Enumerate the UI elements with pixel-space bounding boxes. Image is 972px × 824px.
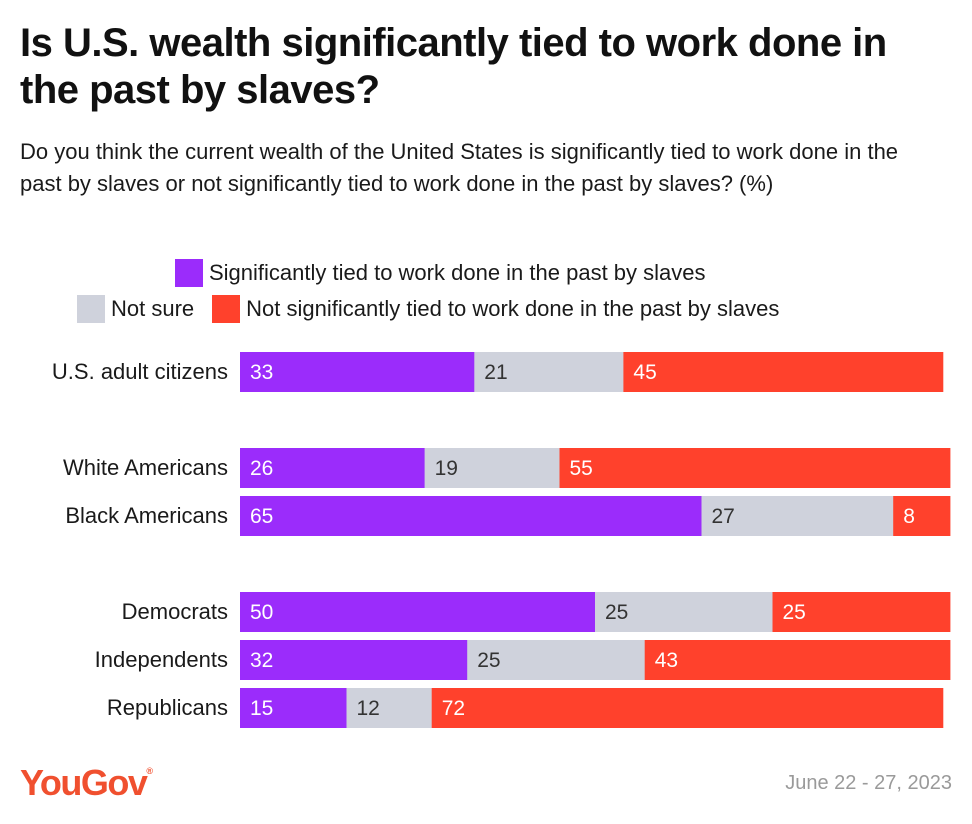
category-label-independents: Independents (95, 647, 228, 672)
value-label-democrats-not-significantly-tied: 25 (783, 601, 806, 624)
legend-label-not-significantly-tied: Not significantly tied to work done in t… (246, 296, 780, 321)
registered-mark: ® (146, 766, 153, 776)
value-label-u-s-adult-citizens-not-sure: 21 (484, 361, 507, 384)
value-label-republicans-significantly-tied: 15 (250, 697, 273, 720)
value-label-black-americans-significantly-tied: 65 (250, 505, 273, 528)
legend-row-1: Significantly tied to work done in the p… (175, 258, 724, 288)
value-label-independents-not-sure: 25 (477, 649, 500, 672)
category-label-black-americans: Black Americans (65, 503, 228, 528)
bar-black-americans-not-significantly-tied (893, 496, 951, 536)
bar-democrats-significantly-tied (240, 592, 596, 632)
bar-republicans-not-significantly-tied (431, 688, 944, 728)
value-label-u-s-adult-citizens-not-significantly-tied: 45 (633, 361, 656, 384)
category-label-white-americans: White Americans (63, 455, 228, 480)
category-label-republicans: Republicans (107, 695, 228, 720)
category-label-democrats: Democrats (122, 599, 228, 624)
bar-u-s-adult-citizens-not-significantly-tied (623, 352, 944, 392)
bar-democrats-not-sure (595, 592, 773, 632)
bar-u-s-adult-citizens-significantly-tied (240, 352, 475, 392)
value-label-white-americans-significantly-tied: 26 (250, 457, 273, 480)
legend-row-2: Not sure Not significantly tied to work … (77, 294, 797, 324)
legend-swatch-not-sure (77, 295, 105, 323)
bar-u-s-adult-citizens-not-sure (474, 352, 624, 392)
value-label-black-americans-not-sure: 27 (712, 505, 735, 528)
chart-title: Is U.S. wealth significantly tied to wor… (20, 21, 887, 112)
value-label-u-s-adult-citizens-significantly-tied: 33 (250, 361, 273, 384)
bar-independents-not-sure (467, 640, 646, 680)
bar-white-americans-not-sure (424, 448, 560, 488)
legend-label-significantly-tied: Significantly tied to work done in the p… (209, 260, 706, 285)
legend-item-not-sure: Not sure (77, 294, 194, 324)
bar-republicans-significantly-tied (240, 688, 347, 728)
legend-swatch-significantly-tied (175, 259, 203, 287)
bar-white-americans-not-significantly-tied (559, 448, 951, 488)
value-label-democrats-significantly-tied: 50 (250, 601, 273, 624)
value-label-democrats-not-sure: 25 (605, 601, 628, 624)
bar-republicans-not-sure (346, 688, 433, 728)
value-label-republicans-not-sure: 12 (357, 697, 380, 720)
value-label-republicans-not-significantly-tied: 72 (442, 697, 465, 720)
value-label-independents-significantly-tied: 32 (250, 649, 273, 672)
yougov-logo: YouGov® (20, 762, 153, 804)
legend-item-not-significantly-tied: Not significantly tied to work done in t… (212, 294, 779, 324)
brand-name: YouGov (20, 762, 148, 803)
legend-swatch-not-significantly-tied (212, 295, 241, 323)
bar-white-americans-significantly-tied (240, 448, 425, 488)
bar-independents-not-significantly-tied (644, 640, 951, 680)
bar-independents-significantly-tied (240, 640, 468, 680)
bar-democrats-not-significantly-tied (772, 592, 951, 632)
survey-date: June 22 - 27, 2023 (785, 772, 952, 794)
legend-item-significantly-tied: Significantly tied to work done in the p… (175, 258, 706, 288)
bar-black-americans-not-sure (701, 496, 894, 536)
value-label-white-americans-not-significantly-tied: 55 (570, 457, 593, 480)
chart-subtitle: Do you think the current wealth of the U… (20, 139, 899, 196)
stacked-bar-chart: U.S. adult citizens 33 21 45 White Americans… (52, 352, 951, 728)
category-label-u-s-adult-citizens: U.S. adult citizens (52, 359, 228, 384)
bar-black-americans-significantly-tied (240, 496, 702, 536)
legend-label-not-sure: Not sure (111, 296, 195, 321)
value-label-white-americans-not-sure: 19 (435, 457, 458, 480)
value-label-independents-not-significantly-tied: 43 (655, 649, 678, 672)
value-label-black-americans-not-significantly-tied: 8 (903, 505, 915, 528)
